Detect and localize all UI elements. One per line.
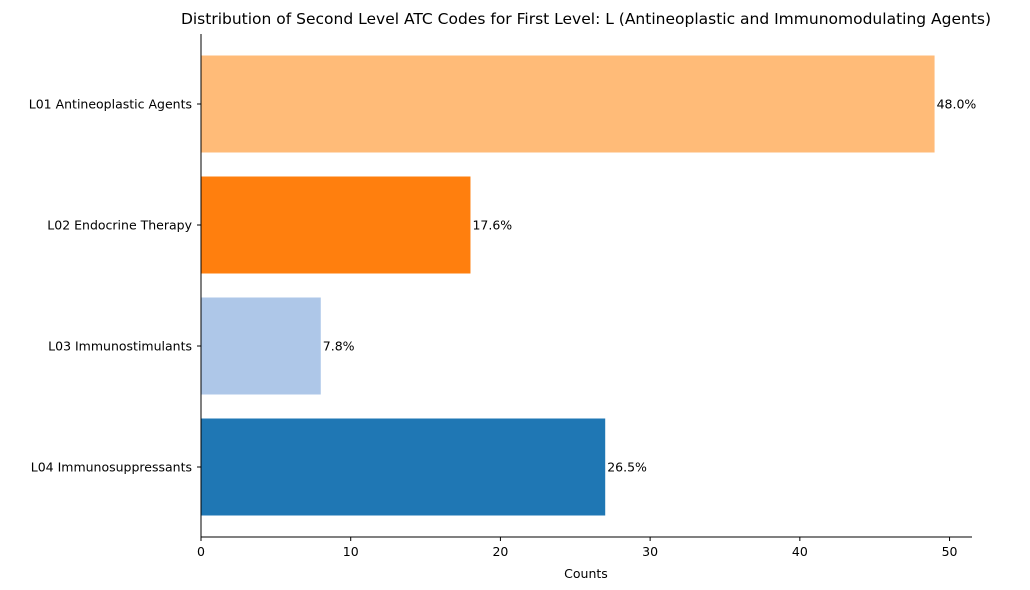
y-tick-label: L03 Immunostimulants: [48, 339, 192, 354]
bars-group: 48.0% 17.6% 7.8% 26.5%: [201, 55, 977, 516]
bar: [201, 297, 321, 395]
data-label: 26.5%: [607, 460, 647, 475]
y-tick-label: L02 Endocrine Therapy: [47, 218, 192, 233]
data-label: 7.8%: [323, 339, 355, 354]
bar: [201, 55, 935, 153]
data-label: 48.0%: [937, 97, 977, 112]
y-axis: L01 Antineoplastic Agents L02 Endocrine T…: [29, 34, 202, 537]
y-tick-label: L01 Antineoplastic Agents: [29, 97, 192, 112]
chart-title: Distribution of Second Level ATC Codes f…: [181, 10, 991, 28]
x-tick-label: 0: [197, 544, 205, 559]
x-tick-label: 30: [642, 544, 658, 559]
y-tick-label: L04 Immunosuppressants: [31, 460, 192, 475]
bar: [201, 176, 471, 274]
x-tick-label: 20: [492, 544, 508, 559]
x-tick-label: 10: [343, 544, 359, 559]
bar: [201, 418, 606, 516]
data-label: 17.6%: [472, 218, 512, 233]
x-tick-label: 50: [942, 544, 958, 559]
x-tick-label: 40: [792, 544, 808, 559]
x-axis-label: Counts: [564, 566, 608, 581]
x-axis: 0 10 20 30 40 50: [197, 536, 972, 559]
